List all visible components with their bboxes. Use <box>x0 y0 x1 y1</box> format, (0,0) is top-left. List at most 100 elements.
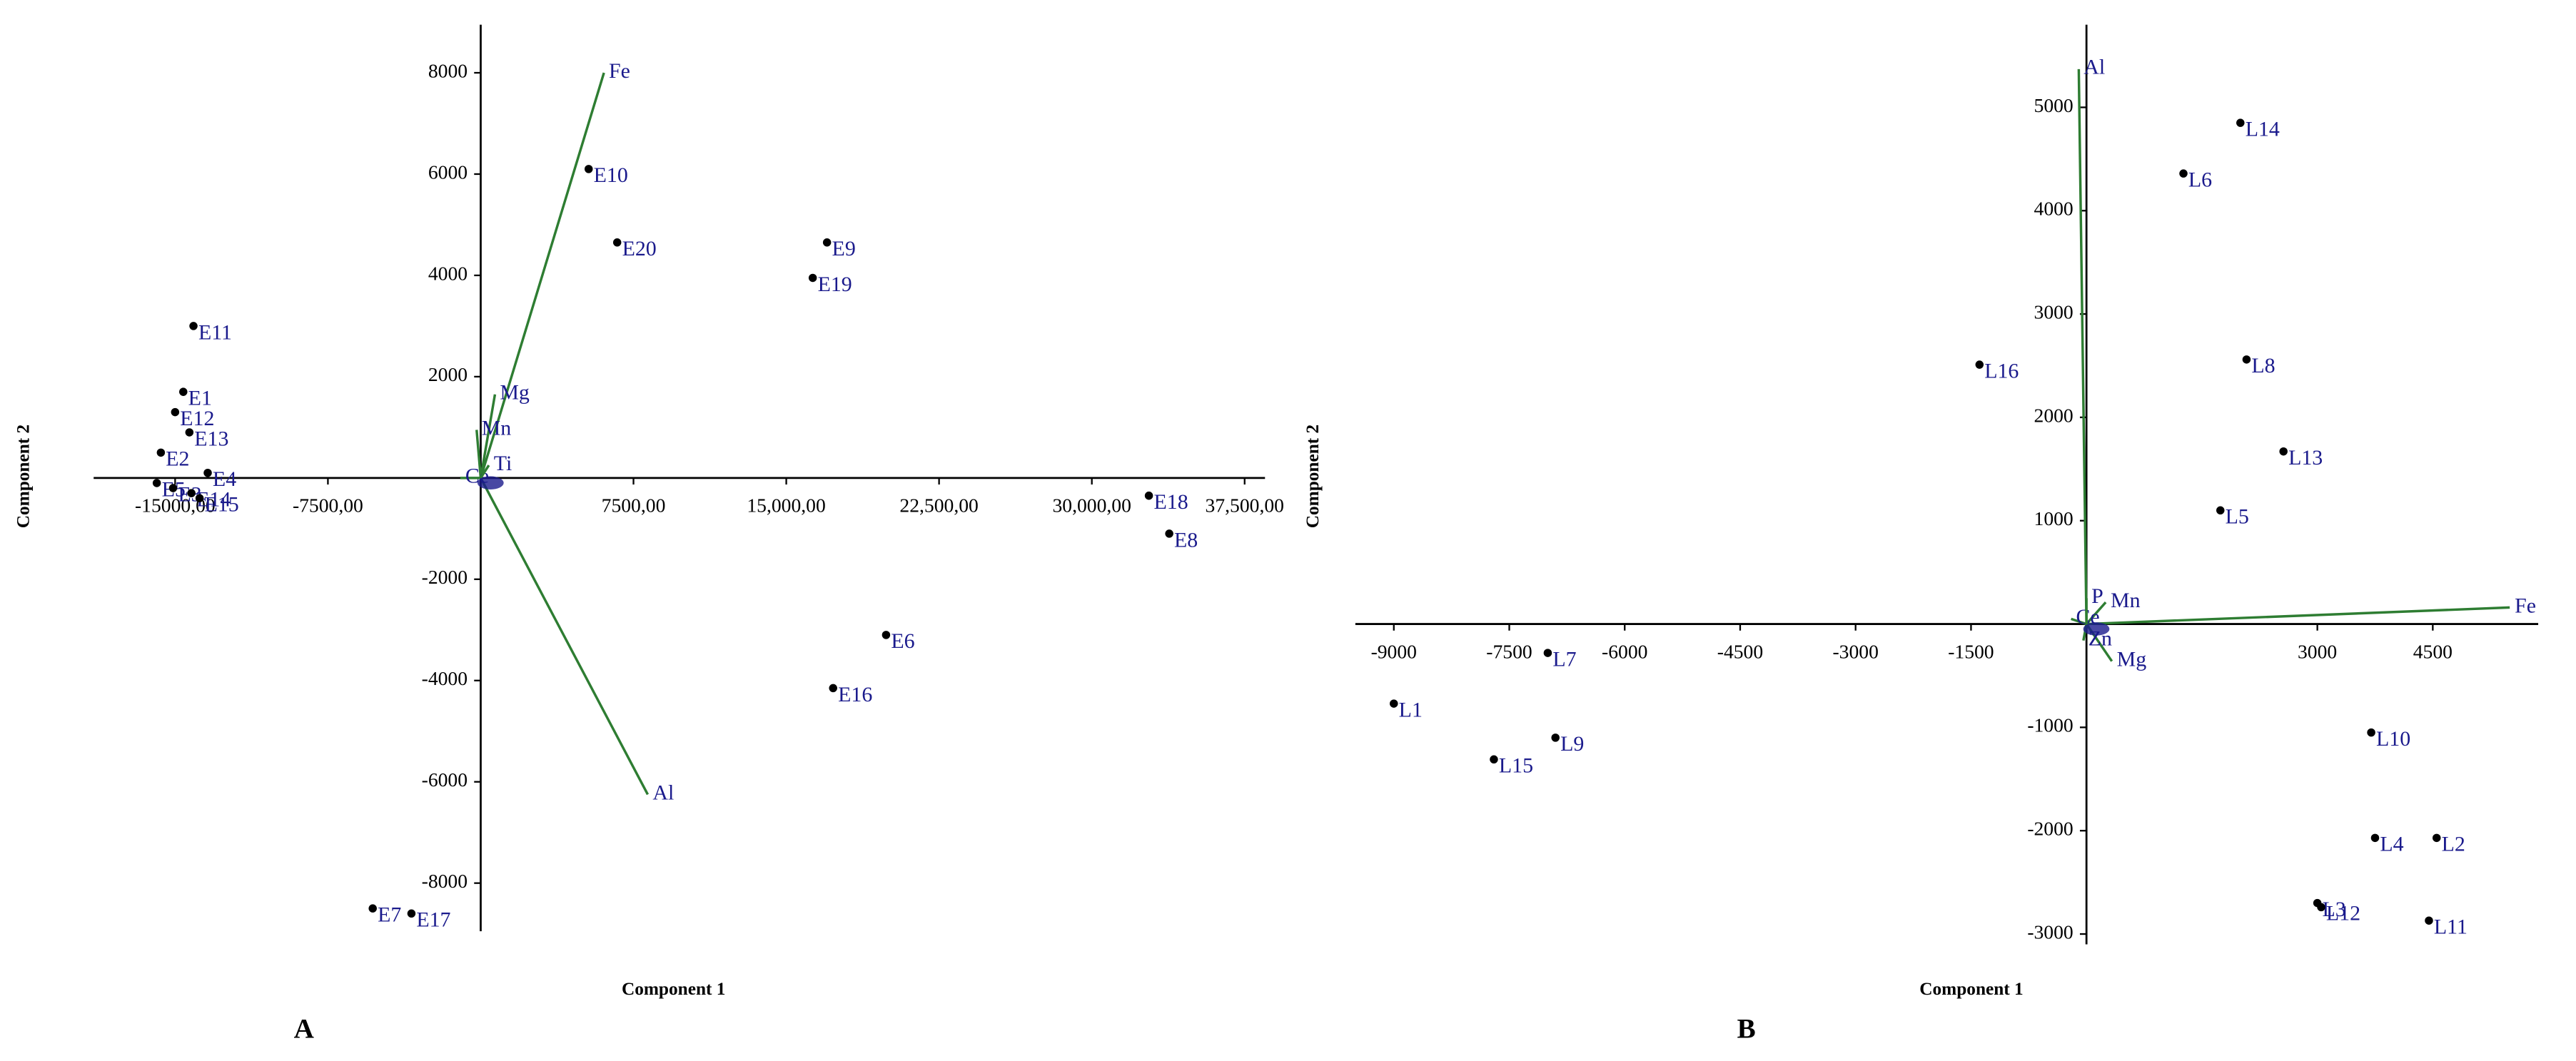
point-label: E1 <box>188 387 212 410</box>
vector-label: Al <box>2083 56 2105 79</box>
origin-cluster <box>2083 622 2110 636</box>
point-label: E10 <box>594 163 628 187</box>
y-tick-label: -2000 <box>422 566 468 588</box>
loading-vector <box>2071 617 2087 626</box>
score-point <box>2216 506 2225 515</box>
point-label: E12 <box>180 407 214 430</box>
x-axis-title: Component 1 <box>622 979 725 999</box>
point-label: L11 <box>2434 915 2468 939</box>
point-label: E4 <box>213 467 236 491</box>
x-tick-label: -6000 <box>1602 640 1647 662</box>
vector-label: Mg <box>2117 648 2147 671</box>
loading-vector <box>480 464 490 479</box>
y-tick-label: 3000 <box>2034 300 2074 323</box>
score-point <box>882 631 891 639</box>
score-point <box>2179 169 2188 178</box>
score-point <box>368 904 377 913</box>
x-tick-label: -7500,00 <box>293 494 363 517</box>
point-label: E9 <box>832 237 856 260</box>
score-point <box>2317 903 2325 912</box>
loading-vector <box>2085 601 2107 625</box>
point-label: L6 <box>2188 168 2212 192</box>
y-tick-label: -3000 <box>2027 920 2073 943</box>
x-tick-label: 22,500,00 <box>899 494 978 517</box>
score-point <box>1144 491 1153 500</box>
score-point <box>2242 355 2251 364</box>
panel-label: B <box>1737 1013 1756 1044</box>
loading-vector <box>475 430 483 478</box>
loading-vector <box>479 477 650 796</box>
score-point <box>1490 755 1498 764</box>
y-tick-label: 1000 <box>2034 507 2074 529</box>
point-label: L14 <box>2246 118 2280 141</box>
y-tick-label: 6000 <box>428 161 468 183</box>
x-tick-label: 3000 <box>2298 640 2337 662</box>
score-point <box>407 909 416 918</box>
score-point <box>2279 447 2288 456</box>
point-label: L10 <box>2376 727 2410 751</box>
score-point <box>829 684 837 693</box>
score-point <box>2236 118 2245 127</box>
y-tick-label: 2000 <box>428 363 468 385</box>
point-label: E20 <box>622 237 657 260</box>
y-tick-label: 5000 <box>2034 94 2074 116</box>
loading-vector <box>2086 606 2510 626</box>
vector-label: P <box>2091 584 2103 608</box>
point-label: E17 <box>416 908 450 932</box>
y-tick-label: 4000 <box>2034 198 2074 220</box>
score-point <box>168 484 178 492</box>
point-label: E2 <box>166 447 189 471</box>
score-point <box>152 479 161 487</box>
vector-label: Al <box>652 781 674 804</box>
score-point <box>2432 833 2441 843</box>
point-label: E11 <box>198 320 232 344</box>
point-label: L5 <box>2226 505 2249 529</box>
vector-label: Mn <box>482 416 512 440</box>
x-tick-label: -4500 <box>1717 640 1763 662</box>
x-tick-label: -9000 <box>1371 640 1417 662</box>
x-axis-title: Component 1 <box>1919 979 2023 999</box>
loading-vector <box>2077 68 2088 624</box>
score-point <box>612 238 622 247</box>
x-tick-label: -7500 <box>1486 640 1532 662</box>
point-label: L2 <box>2442 833 2465 856</box>
score-point <box>808 273 817 283</box>
x-tick-label: 15,000,00 <box>747 494 825 517</box>
y-tick-label: 4000 <box>428 262 468 284</box>
x-tick-label: 4500 <box>2413 640 2453 662</box>
point-label: E6 <box>891 629 914 653</box>
x-tick-label: 7500,00 <box>602 494 666 517</box>
score-point <box>189 322 198 330</box>
score-point <box>1975 360 1984 369</box>
y-tick-label: -4000 <box>422 667 468 689</box>
score-point <box>156 448 166 457</box>
point-label: L9 <box>1560 732 1584 756</box>
y-tick-label: 8000 <box>428 59 468 81</box>
score-point <box>203 468 212 477</box>
point-label: E7 <box>378 903 401 927</box>
score-point <box>2370 833 2380 843</box>
point-label: L15 <box>1499 754 1533 778</box>
loading-vector <box>479 394 497 479</box>
score-point <box>185 428 194 437</box>
score-point <box>1390 699 1398 708</box>
score-point <box>1165 529 1173 538</box>
point-label: L12 <box>2326 902 2360 925</box>
y-tick-label: -8000 <box>422 870 468 892</box>
score-point <box>2367 728 2375 737</box>
score-point <box>2425 916 2433 925</box>
score-point <box>187 489 196 497</box>
x-tick-label: 30,000,00 <box>1052 494 1131 517</box>
point-label: L7 <box>1552 647 1576 671</box>
score-point <box>822 238 832 247</box>
score-point <box>584 165 593 173</box>
y-tick-label: -6000 <box>422 768 468 791</box>
point-label: L16 <box>1984 359 2019 382</box>
point-label: E13 <box>194 427 228 450</box>
panel-label: A <box>294 1013 314 1044</box>
origin-cluster <box>477 476 504 489</box>
point-label: L8 <box>2251 354 2275 377</box>
y-tick-label: -2000 <box>2027 818 2073 840</box>
x-tick-label: 37,500,00 <box>1206 494 1284 517</box>
